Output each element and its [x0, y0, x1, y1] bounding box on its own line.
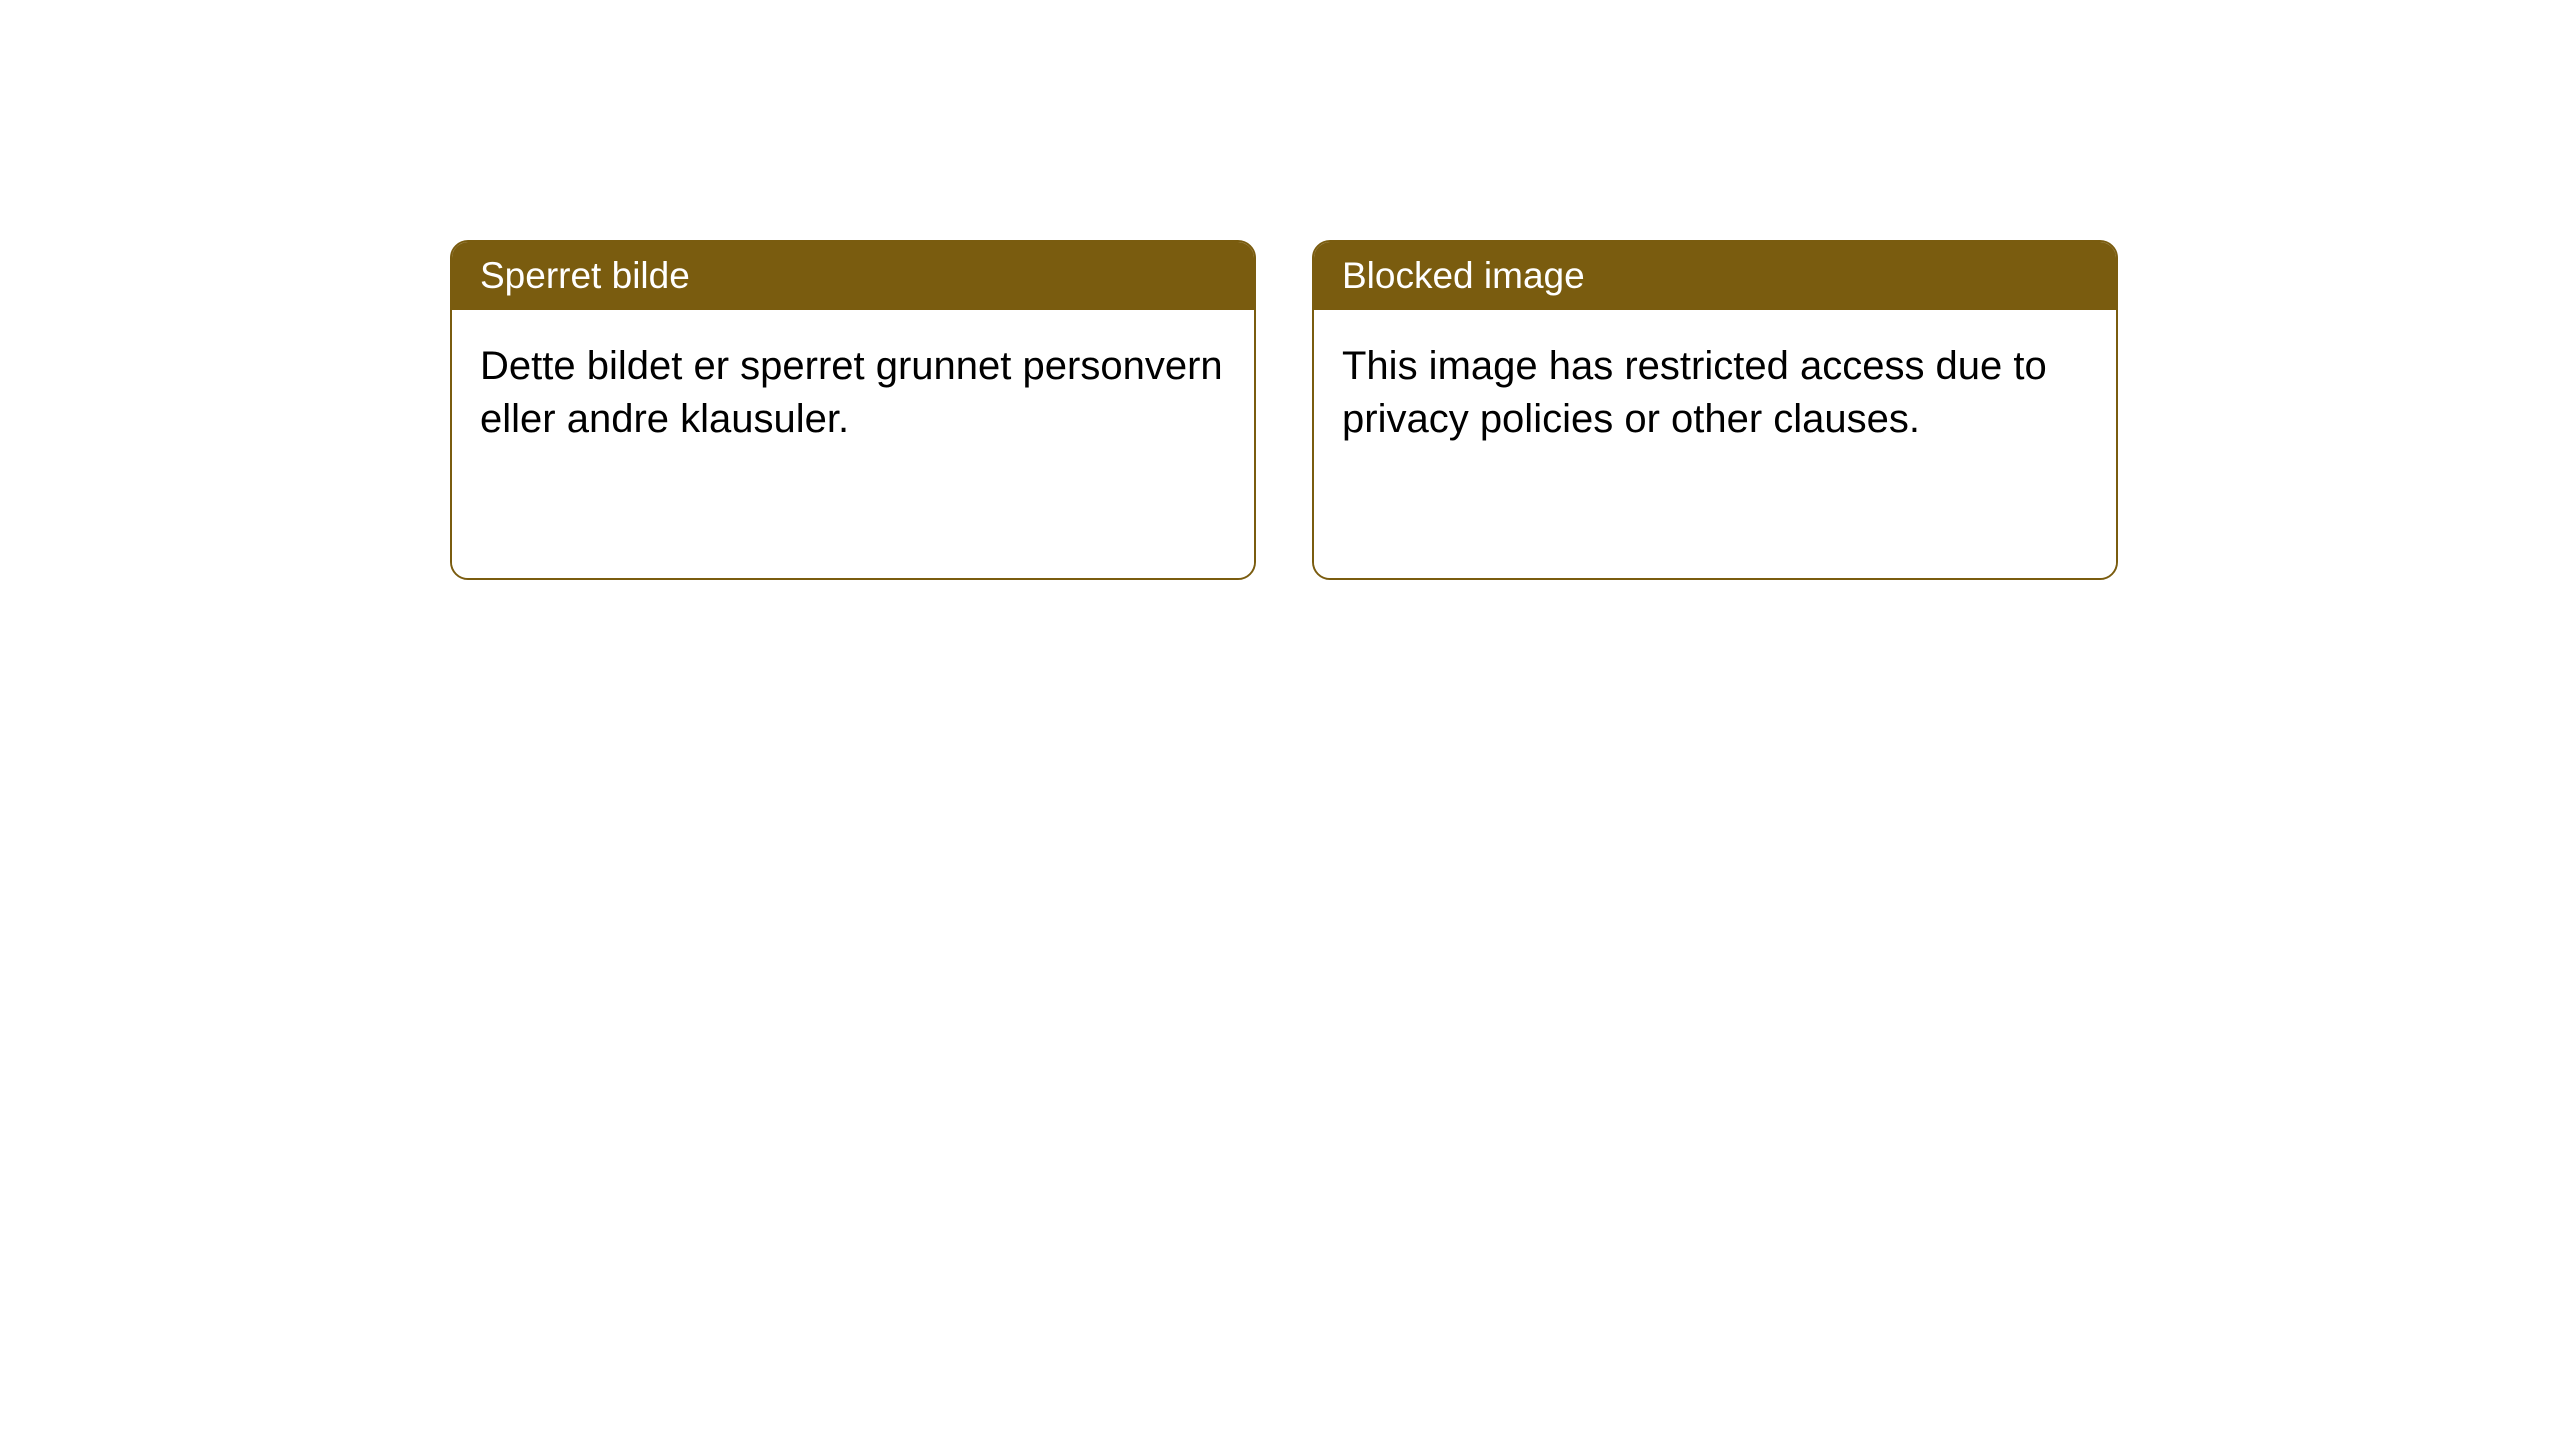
card-message: Dette bildet er sperret grunnet personve… — [480, 340, 1226, 446]
card-body: Dette bildet er sperret grunnet personve… — [452, 310, 1254, 578]
card-title: Sperret bilde — [480, 255, 690, 296]
blocked-image-card-english: Blocked image This image has restricted … — [1312, 240, 2118, 580]
card-header: Blocked image — [1314, 242, 2116, 310]
cards-container: Sperret bilde Dette bildet er sperret gr… — [0, 0, 2560, 580]
card-body: This image has restricted access due to … — [1314, 310, 2116, 578]
blocked-image-card-norwegian: Sperret bilde Dette bildet er sperret gr… — [450, 240, 1256, 580]
card-title: Blocked image — [1342, 255, 1585, 296]
card-header: Sperret bilde — [452, 242, 1254, 310]
card-message: This image has restricted access due to … — [1342, 340, 2088, 446]
